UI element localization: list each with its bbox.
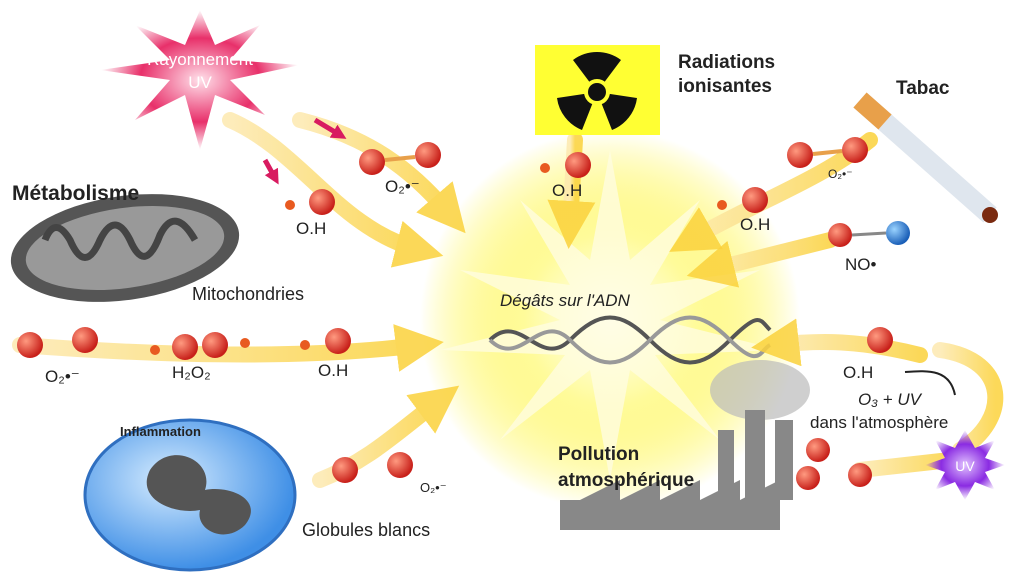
- metabolism-subtitle: Mitochondries: [192, 284, 304, 304]
- metabolism-title: Métabolisme: [12, 182, 139, 205]
- center-label: Dégâts sur l'ADN: [500, 291, 631, 310]
- pollution-label: atmosphérique: [558, 470, 694, 491]
- molecule-label: H₂O₂: [172, 363, 211, 382]
- atmosphere-uv: UV: [955, 458, 975, 474]
- inflammation-title: Inflammation: [120, 424, 201, 439]
- atmosphere-label: dans l'atmosphère: [810, 413, 948, 432]
- atmosphere-uv-star: [925, 430, 1005, 500]
- molecule-label: O.H: [843, 363, 873, 382]
- uv-label: UV: [188, 73, 212, 92]
- factory: [560, 360, 810, 530]
- mitochondria: [10, 194, 240, 302]
- radiation-label: ionisantes: [678, 76, 772, 97]
- molecule-label: O₂•⁻: [828, 167, 853, 181]
- uv-label: Rayonnement: [147, 50, 253, 69]
- cigarette: [853, 92, 998, 223]
- radiation-label: Radiations: [678, 52, 775, 73]
- molecule-label: O₂•⁻: [45, 367, 80, 386]
- uv-star: [100, 10, 300, 150]
- molecule-label: O.H: [552, 181, 582, 200]
- radiation-sign: [535, 45, 660, 135]
- molecule-label: O₂•⁻: [420, 480, 447, 495]
- molecule-label: O.H: [740, 215, 770, 234]
- inflammation-subtitle: Globules blancs: [302, 520, 430, 540]
- molecule-label: O₂•⁻: [385, 177, 420, 196]
- molecule-label: NO•: [845, 255, 877, 274]
- white-blood-cell: [83, 418, 297, 572]
- pollution-label: Pollution: [558, 444, 639, 465]
- molecule-label: O.H: [318, 361, 348, 380]
- molecule-label: O.H: [296, 219, 326, 238]
- tobacco-label: Tabac: [896, 78, 950, 99]
- molecules: [17, 137, 910, 490]
- dna: [488, 315, 772, 365]
- atmosphere-label: O₃ + UV: [858, 390, 923, 409]
